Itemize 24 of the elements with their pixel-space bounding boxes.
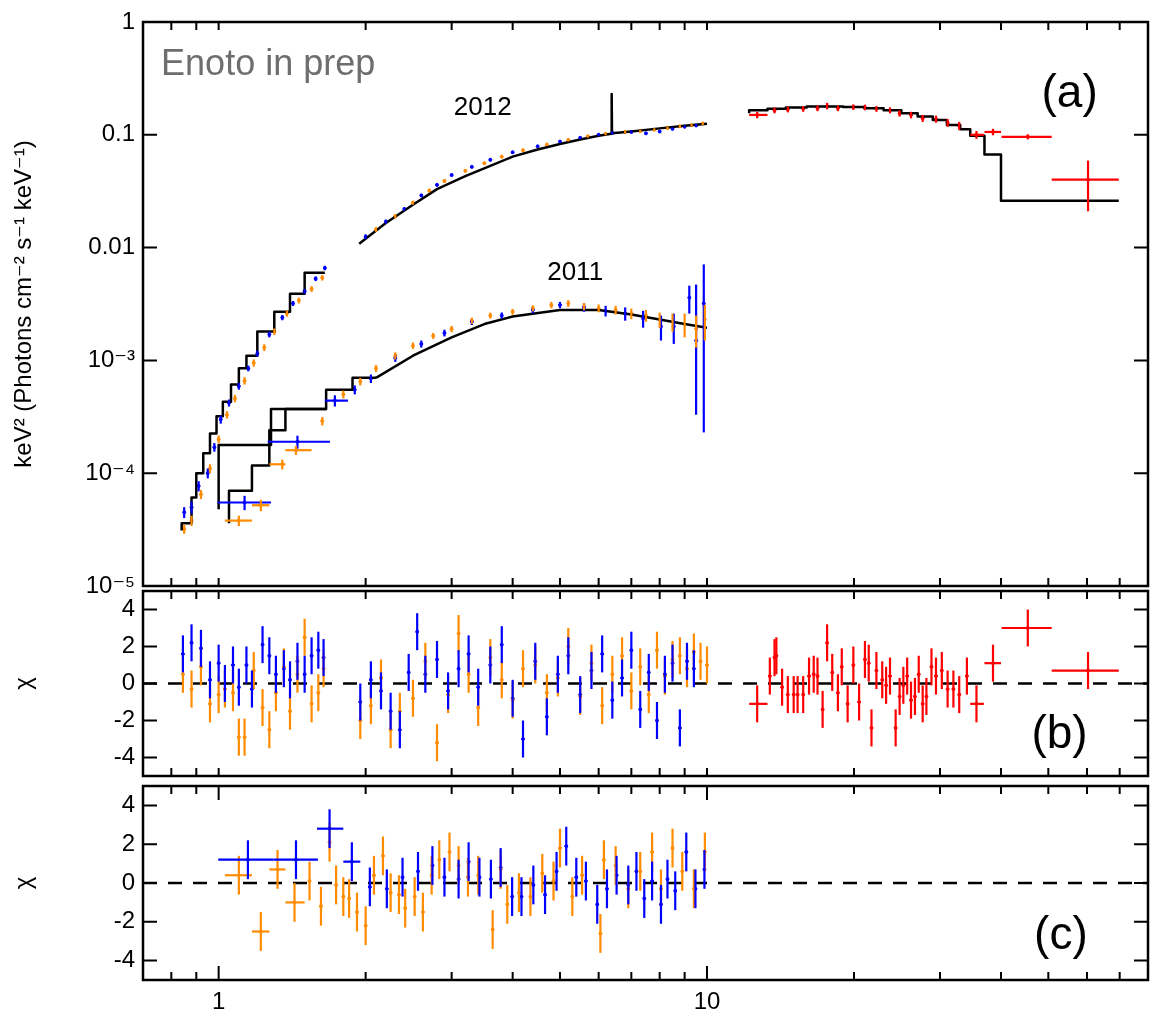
annotation: (a): [1041, 64, 1098, 117]
y-tick-label: 4: [121, 790, 135, 818]
annotation: 2012: [453, 91, 512, 122]
x-tick-label: 10: [693, 987, 721, 1014]
y-tick-label: -4: [113, 742, 135, 770]
y-tick-label: -2: [113, 705, 135, 733]
y-tick-label: -4: [113, 945, 135, 973]
y-tick-label: 0.01: [88, 232, 135, 260]
y-axis-title: χ: [9, 876, 37, 890]
y-axis-title: χ: [9, 676, 37, 690]
y-tick-label: 2: [121, 631, 135, 659]
y-tick-label: 0: [121, 867, 135, 895]
y-tick-label: 1: [121, 6, 135, 34]
y-axis-title: keV² (Photons cm⁻² s⁻¹ keV⁻¹): [9, 140, 37, 468]
y-tick-label: 10⁻³: [87, 345, 135, 373]
y-tick-label: 2: [121, 828, 135, 856]
y-tick-label: 0.1: [101, 119, 135, 147]
y-tick-label: -2: [113, 906, 135, 934]
y-tick-label: 0: [121, 668, 135, 696]
annotation: 2011: [547, 255, 604, 286]
annotation: (c): [1034, 906, 1088, 959]
annotation: Enoto in prep: [161, 42, 376, 84]
annotation: (b): [1031, 706, 1088, 759]
y-tick-label: 10⁻⁴: [85, 457, 135, 485]
